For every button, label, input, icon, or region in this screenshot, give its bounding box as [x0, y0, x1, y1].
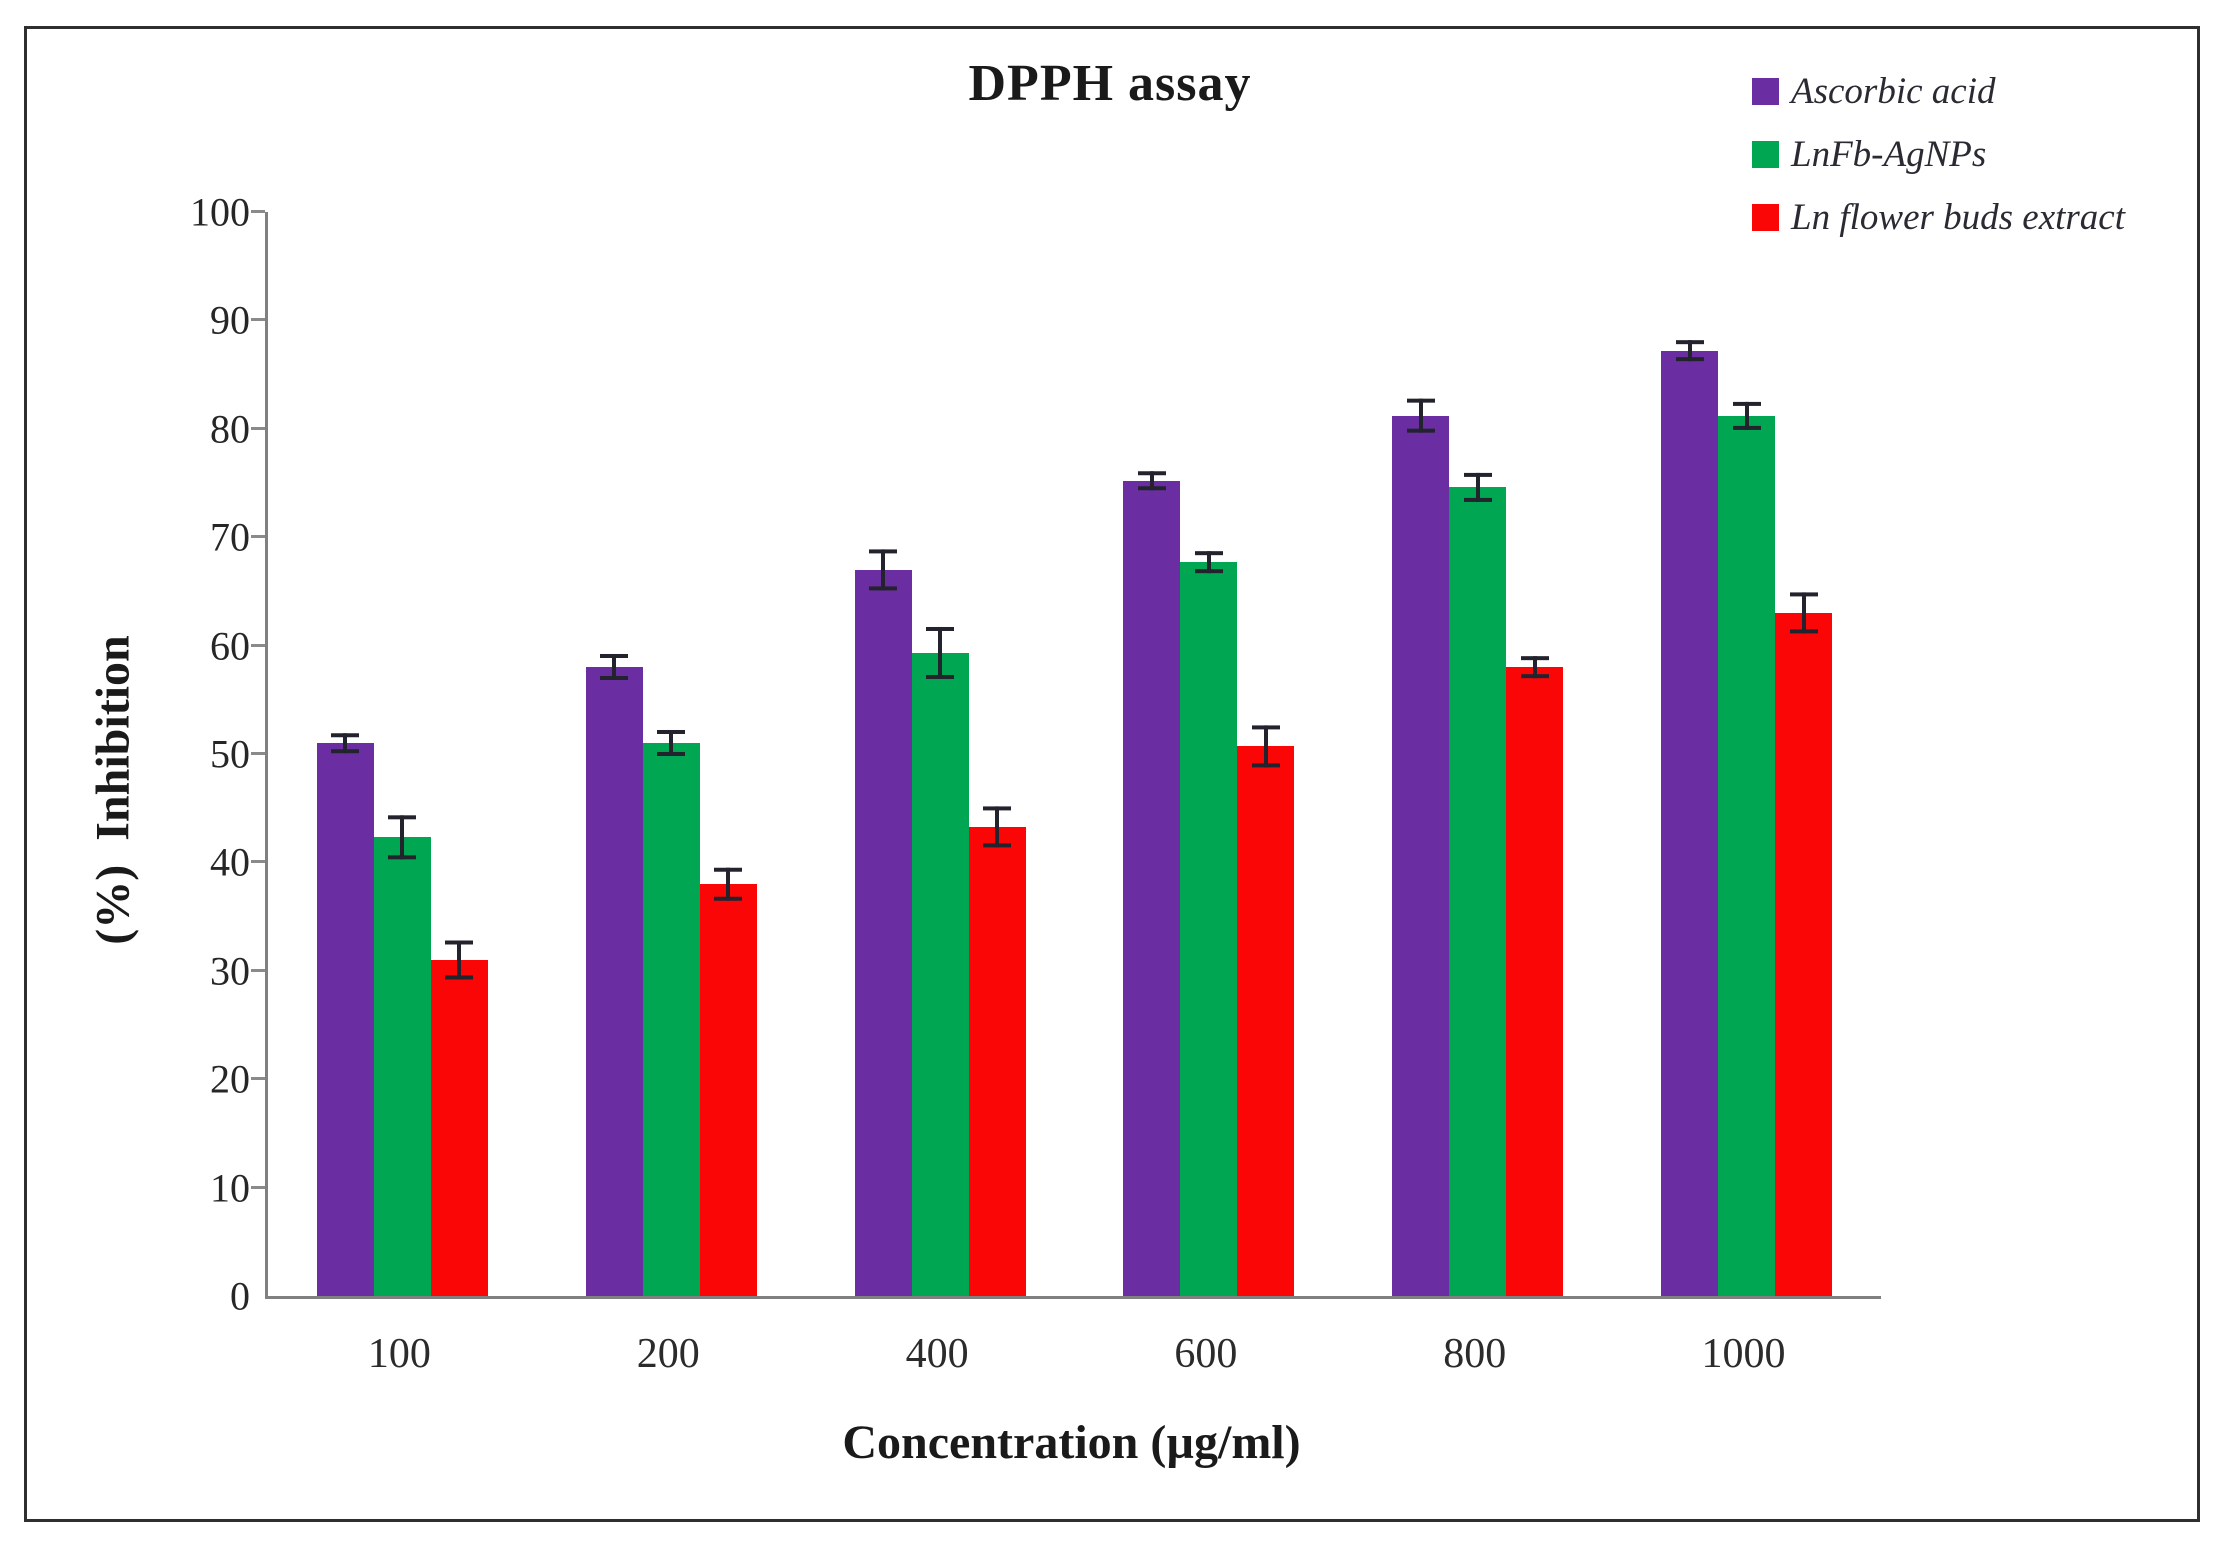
y-axis-tick: [251, 426, 265, 430]
bar-group-800: [1343, 212, 1612, 1296]
y-tick-label: 70: [210, 514, 250, 560]
x-axis-tick-labels: 100 200 400 600 800 1000: [265, 1330, 1878, 1378]
error-bar: [1532, 656, 1537, 679]
legend-entry: Ascorbic acid: [1752, 60, 2125, 123]
y-axis-tick: [251, 210, 265, 213]
error-bar: [1263, 725, 1268, 768]
y-tick-label: 40: [210, 839, 250, 885]
bar: [1661, 339, 1719, 1296]
x-tick-label: 400: [905, 1331, 969, 1377]
error-bar: [1418, 398, 1423, 434]
error-bar: [1744, 401, 1749, 430]
y-axis-tick: [251, 535, 265, 539]
bar-group-100: [268, 212, 537, 1296]
x-axis-title: Concentration (µg/ml): [842, 1416, 1301, 1469]
legend-label: Ln flower buds extract: [1791, 197, 2126, 238]
error-bar: [881, 549, 886, 591]
bar: [1180, 551, 1238, 1296]
bar: [585, 654, 643, 1296]
y-tick-label: 10: [210, 1165, 250, 1211]
bar-group-400: [806, 212, 1075, 1296]
bar: [1392, 398, 1450, 1296]
bar: [968, 806, 1026, 1296]
error-bar: [343, 733, 348, 753]
bar-group-1000: [1612, 212, 1881, 1296]
bar: [1775, 592, 1833, 1296]
error-bar: [938, 627, 943, 680]
legend-entry: LnFb-AgNPs: [1752, 123, 2125, 186]
error-bar: [726, 867, 731, 901]
x-tick-label: 200: [636, 1331, 700, 1377]
y-axis-tick: [251, 752, 265, 755]
error-bar: [1801, 592, 1806, 634]
error-bar: [1206, 551, 1211, 573]
x-tick-label: 600: [1174, 1331, 1238, 1377]
error-bar: [400, 815, 405, 860]
plot-area: [251, 210, 1881, 1299]
bar: [699, 867, 757, 1296]
error-bar: [995, 806, 1000, 848]
y-tick-label: 90: [210, 297, 250, 343]
bar: [911, 627, 969, 1296]
legend-swatch-icon: [1752, 78, 1779, 105]
bar: [1506, 656, 1564, 1296]
legend-label: Ascorbic acid: [1791, 71, 1996, 112]
y-axis-title: (%) Inhibition: [86, 635, 140, 945]
y-axis-tick-labels: 0 10 20 30 40 50 60 70 80 90 100: [130, 190, 250, 1319]
bar: [430, 940, 488, 1296]
y-axis-tick: [251, 968, 265, 972]
y-tick-label: 100: [190, 189, 250, 235]
legend: Ascorbic acid LnFb-AgNPs Ln flower buds ex…: [1752, 60, 2125, 249]
error-bar: [1475, 473, 1480, 502]
y-axis-tick: [251, 643, 265, 647]
bar: [316, 733, 374, 1296]
legend-swatch-icon: [1752, 141, 1779, 168]
y-tick-label: 20: [210, 1056, 250, 1102]
bar: [854, 549, 912, 1296]
error-bar: [1149, 471, 1154, 491]
x-tick-label: 100: [367, 1331, 431, 1377]
y-axis-tick: [251, 1185, 265, 1189]
y-axis-tick: [251, 1077, 265, 1081]
bar-group-600: [1074, 212, 1343, 1296]
legend-label: LnFb-AgNPs: [1791, 134, 1987, 175]
x-tick-label: 800: [1443, 1331, 1507, 1377]
bar: [1237, 725, 1295, 1296]
y-tick-label: 30: [210, 948, 250, 994]
y-tick-label: 0: [230, 1273, 250, 1319]
x-tick-label: 1000: [1701, 1331, 1786, 1377]
chart-title: DPPH assay: [968, 55, 1252, 112]
y-tick-label: 50: [210, 731, 250, 777]
error-bar: [457, 940, 462, 980]
legend-entry: Ln flower buds extract: [1752, 186, 2125, 249]
error-bar: [1687, 339, 1692, 362]
bar: [1449, 473, 1507, 1296]
bar: [373, 815, 431, 1296]
y-axis-tick: [251, 318, 265, 322]
bar-group-200: [537, 212, 806, 1296]
bar-groups: [268, 212, 1881, 1296]
bar: [642, 730, 700, 1296]
error-bar: [669, 730, 674, 757]
legend-swatch-icon: [1752, 204, 1779, 231]
bar: [1123, 471, 1181, 1296]
y-axis-tick: [251, 860, 265, 864]
bar: [1718, 401, 1776, 1296]
y-tick-label: 60: [210, 623, 250, 669]
y-tick-label: 80: [210, 406, 250, 452]
error-bar: [612, 654, 617, 681]
